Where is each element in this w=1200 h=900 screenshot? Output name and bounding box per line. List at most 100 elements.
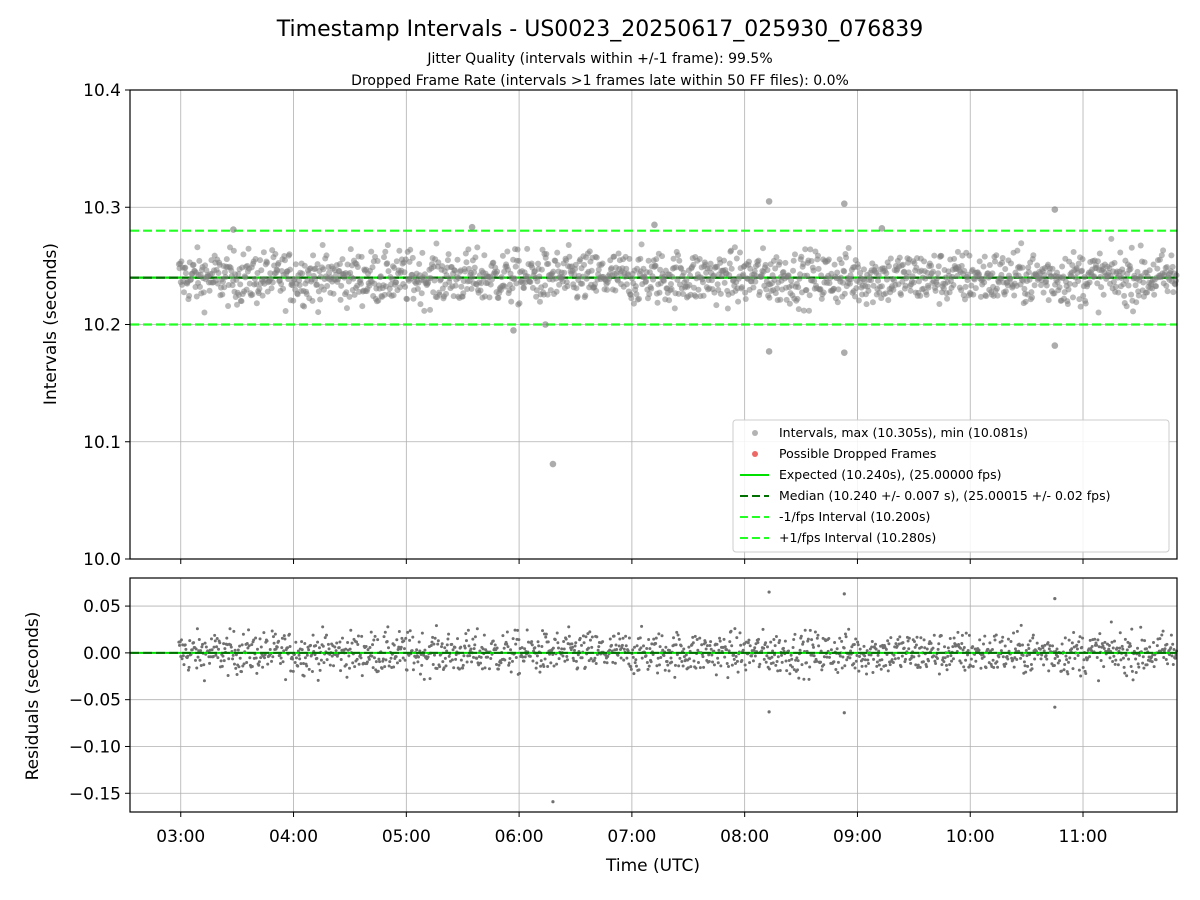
interval-point [1123,277,1130,284]
interval-point [972,285,979,292]
interval-point [760,245,767,252]
residual-point [426,655,430,659]
residual-point [386,646,390,650]
residual-point [1015,629,1019,633]
residual-point [438,665,442,669]
residual-point [1123,671,1127,675]
residual-point [729,629,733,633]
residual-point [898,635,902,639]
residual-point [649,660,653,664]
legend-label-expected: Expected (10.240s), (25.00000 fps) [779,467,1001,482]
residual-point [1116,663,1120,667]
residual-point [982,642,986,646]
residual-point [212,645,216,649]
residual-point [503,658,507,662]
residual-point [687,645,691,649]
residual-point [1067,638,1071,642]
interval-point [983,293,990,300]
residual-point [259,645,263,649]
interval-point [180,289,187,296]
residual-point [349,628,353,632]
interval-point [791,251,798,258]
x-tick-label: 11:00 [1059,827,1108,847]
residual-point [648,647,652,651]
residual-point [538,670,542,674]
interval-point [229,282,236,289]
residual-point [316,678,320,682]
residual-point [841,655,845,659]
interval-point [1086,279,1093,286]
interval-point [393,279,400,286]
interval-point [921,258,928,265]
residual-point [1124,653,1128,657]
residual-point [516,628,520,632]
interval-point [1160,247,1167,254]
residual-point [689,665,693,669]
residual-point [655,664,659,668]
interval-point [444,257,451,264]
interval-point [818,272,825,279]
residual-point [1095,656,1099,660]
residual-point [319,658,323,662]
residual-point [865,649,869,653]
interval-point [246,280,253,287]
interval-point [968,282,975,289]
residual-point [1028,639,1032,643]
residual-point [1013,656,1017,660]
residual-point [624,644,628,648]
interval-point [777,296,784,303]
interval-point [628,295,635,302]
residual-point [933,659,937,663]
residual-point [280,636,284,640]
interval-point [1025,269,1032,276]
top-y-tick-label: 10.1 [83,433,121,453]
residual-point [195,627,199,631]
residual-point [179,655,183,659]
residual-point [520,646,524,650]
interval-point [511,275,518,282]
residual-point [631,648,635,652]
residual-point [1090,644,1094,648]
residual-point [417,655,421,659]
top-y-tick-label: 10.4 [83,81,121,101]
residual-point [895,644,899,648]
residual-point [1141,655,1145,659]
residual-point [533,646,537,650]
residual-point [978,638,982,642]
residual-point [432,642,436,646]
interval-point [944,295,951,302]
residual-point [587,646,591,650]
interval-point [1096,250,1103,257]
interval-point [471,269,478,276]
residual-point [783,639,787,643]
residual-point [1134,657,1138,661]
interval-point [390,292,397,299]
residual-point [716,661,720,665]
x-tick-label: 03:00 [156,827,205,847]
residual-point [250,665,254,669]
residual-point [1130,627,1134,631]
residual-point [866,662,870,666]
residual-point [684,653,688,657]
residual-point [315,656,319,660]
interval-point [313,281,320,288]
residual-point [325,633,329,637]
residual-point [698,666,702,670]
residual-point [962,646,966,650]
interval-point [986,262,993,269]
residual-point [1001,655,1005,659]
interval-point [706,265,713,272]
residual-point [637,668,641,672]
residual-point [1154,658,1158,662]
residual-point [247,644,251,648]
interval-point [219,291,226,298]
residual-point [1011,658,1015,662]
interval-point [1132,282,1139,289]
residual-point [506,645,510,649]
interval-point [281,257,288,264]
interval-point [1026,276,1033,283]
residual-outlier-point [551,800,555,804]
residual-point [216,656,220,660]
residual-point [373,634,377,638]
interval-point [810,267,817,274]
